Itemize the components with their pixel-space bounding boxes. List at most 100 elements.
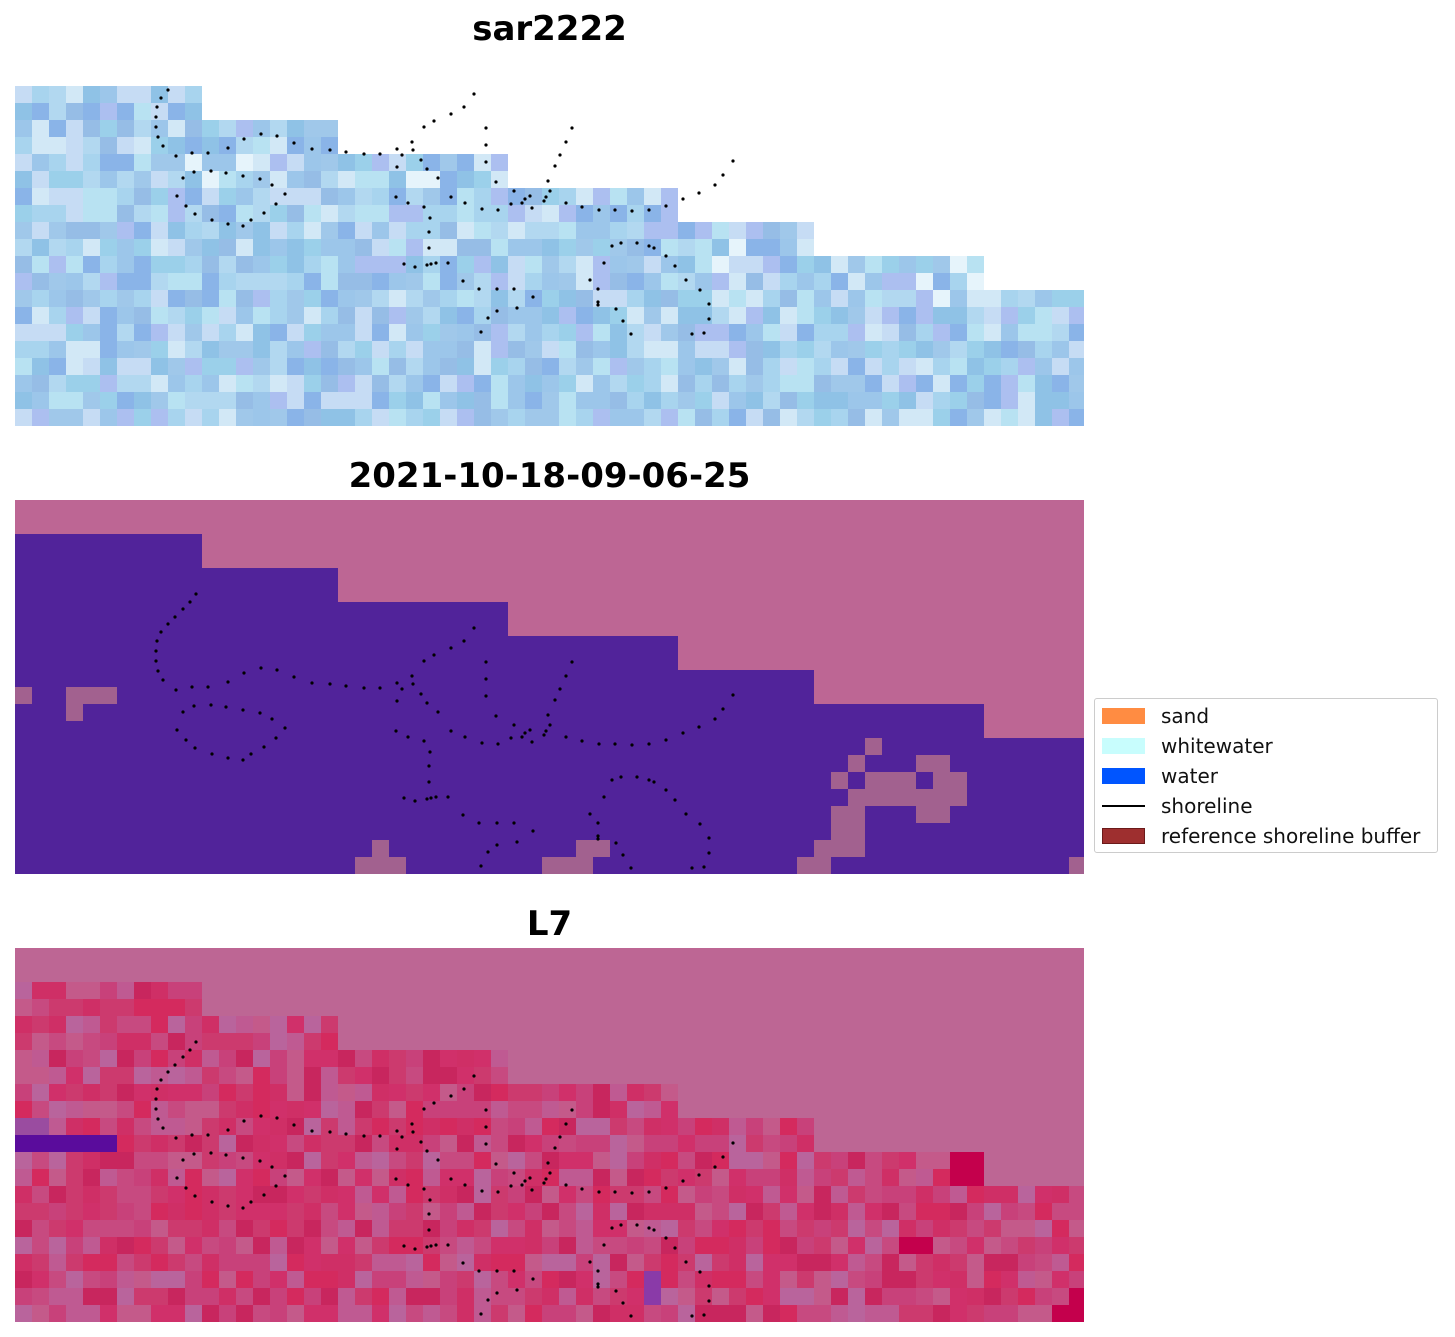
sar-pixel [865,392,882,409]
classification-mixed-pixel [950,789,967,806]
sar-pixel [661,188,678,205]
sar-pixel [1052,341,1069,358]
sar-pixel [627,358,644,375]
index-pixel [100,1016,117,1033]
index-pixel [1035,1220,1052,1237]
sar-pixel [83,86,100,103]
shoreline-dot [523,731,527,735]
index-pixel [117,1220,134,1237]
sar-pixel [644,222,661,239]
sar-pixel [627,341,644,358]
sar-pixel [236,358,253,375]
sar-pixel [491,239,508,256]
index-pixel [729,1254,746,1271]
sar-pixel [950,392,967,409]
sar-pixel [763,222,780,239]
sar-pixel [457,375,474,392]
shoreline-dot [434,261,438,265]
sar-pixel [406,256,423,273]
sar-pixel [219,375,236,392]
shoreline-dot [427,1212,431,1216]
sar-pixel [100,324,117,341]
index-pixel [797,1152,814,1169]
index-pixel [168,1118,185,1135]
sar-pixel [32,409,49,426]
sar-pixel [270,256,287,273]
shoreline-dot [528,1176,532,1180]
index-pixel [814,1305,831,1322]
sar-pixel [848,273,865,290]
index-pixel [457,1271,474,1288]
sar-pixel [661,205,678,222]
shoreline-dot [328,1130,332,1134]
index-pixel [576,1254,593,1271]
sar-pixel [372,307,389,324]
sar-pixel [321,290,338,307]
index-pixel [644,1237,661,1254]
sar-pixel [202,120,219,137]
sar-pixel [610,375,627,392]
index-pixel [814,1186,831,1203]
sar-pixel [168,307,185,324]
sar-pixel [695,256,712,273]
sar-pixel [678,409,695,426]
index-pixel [355,1305,372,1322]
sar-pixel [950,324,967,341]
index-pixel [236,1169,253,1186]
shoreline-dot [690,1314,694,1318]
sar-pixel [831,273,848,290]
index-pixel [423,1118,440,1135]
index-pixel [729,1237,746,1254]
sar-pixel [355,307,372,324]
index-pixel [287,1101,304,1118]
sar-pixel [321,171,338,188]
sar-pixel [66,375,83,392]
sar-pixel [321,273,338,290]
index-pixel [457,1237,474,1254]
classification-mixed-pixel [899,789,916,806]
index-pixel [576,1271,593,1288]
sar-pixel [389,256,406,273]
shoreline-dot [647,742,651,746]
index-pixel [440,1169,457,1186]
classification-water-column [1052,738,1069,874]
sar-pixel [542,205,559,222]
sar-pixel [83,358,100,375]
sar-pixel [134,273,151,290]
sar-pixel [32,324,49,341]
sar-pixel [423,324,440,341]
index-pixel [236,1254,253,1271]
sar-pixel [1018,392,1035,409]
sar-pixel [440,188,457,205]
index-pixel [933,1288,950,1305]
index-pixel [457,1067,474,1084]
index-pixel [712,1118,729,1135]
index-pixel [627,1305,644,1322]
sar-pixel [576,307,593,324]
sar-pixel [100,188,117,205]
index-pixel [1035,1271,1052,1288]
index-pixel [712,1237,729,1254]
sar-pixel [967,375,984,392]
shoreline-dot [449,112,453,116]
sar-pixel [1035,392,1052,409]
sar-pixel [117,290,134,307]
index-pixel [763,1288,780,1305]
shoreline-dot [156,1117,160,1121]
index-pixel [763,1305,780,1322]
index-pixel [678,1152,695,1169]
index-pixel [355,1288,372,1305]
sar-pixel [117,137,134,154]
index-pixel [763,1237,780,1254]
sar-pixel [763,256,780,273]
index-pixel [491,1050,508,1067]
index-low-pixel [100,1135,117,1152]
index-pixel [185,1050,202,1067]
sar-pixel [593,188,610,205]
shoreline-dot [472,626,476,630]
index-image-panel [15,948,1084,1322]
index-pixel [253,1067,270,1084]
index-pixel [355,1050,372,1067]
index-pixel [916,1288,933,1305]
sar-pixel [287,137,304,154]
